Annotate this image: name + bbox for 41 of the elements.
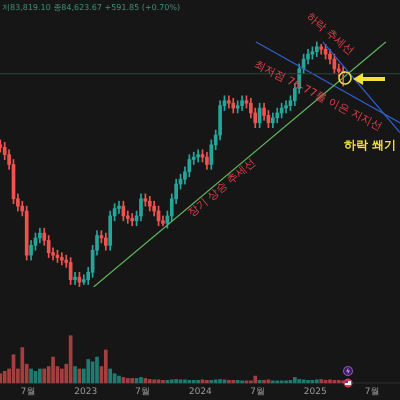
- text: 저83,819.10 종84,623.67 +591.85 (+0.70%): [2, 3, 180, 12]
- bar: [130, 378, 134, 384]
- x-tick-label: 7월: [20, 386, 36, 397]
- bar: [108, 368, 112, 384]
- bar: [20, 347, 24, 384]
- bar: [12, 354, 16, 384]
- bar: [34, 370, 38, 384]
- bar: [240, 380, 244, 384]
- bar: [306, 380, 310, 384]
- bar: [214, 380, 218, 384]
- bar: [148, 379, 152, 384]
- bar: [104, 350, 108, 384]
- x-tick-label: 2023: [74, 386, 98, 397]
- bar: [297, 379, 302, 384]
- bar: [200, 380, 204, 384]
- bar: [42, 368, 46, 384]
- bar: [328, 380, 332, 384]
- bar: [292, 377, 297, 384]
- bar: [73, 366, 77, 384]
- x-tick-label: 7월: [364, 386, 380, 397]
- x-tick-label: 2024: [188, 386, 212, 397]
- bar: [2, 370, 7, 384]
- bar: [68, 335, 72, 384]
- bar: [0, 373, 2, 384]
- bar: [244, 380, 248, 384]
- bar: [86, 359, 90, 384]
- bar: [144, 378, 148, 384]
- bar: [117, 376, 121, 384]
- x-tick-label: 7월: [250, 386, 265, 397]
- bar: [95, 356, 99, 384]
- bar: [126, 378, 130, 384]
- x-tick-label: 2025: [304, 386, 327, 397]
- bar: [319, 379, 324, 384]
- bar: [170, 380, 174, 384]
- bar: [222, 380, 226, 384]
- bar: [253, 376, 258, 384]
- bar: [122, 377, 126, 384]
- annotation: 하락 쐐기: [344, 138, 396, 152]
- bar: [78, 368, 82, 384]
- bar: [314, 380, 319, 384]
- x-tick-label: 7월: [135, 386, 150, 397]
